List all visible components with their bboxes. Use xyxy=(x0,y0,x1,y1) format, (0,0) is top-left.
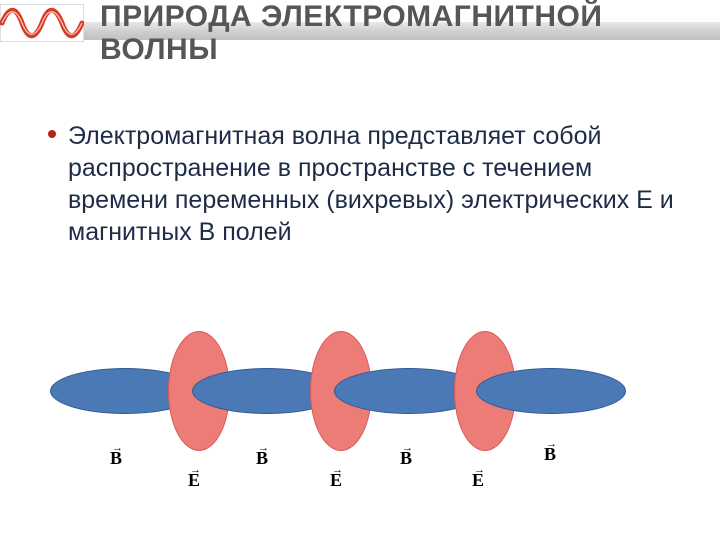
b-field-ellipse xyxy=(476,368,626,414)
e-vector-label-vector-arrow: → xyxy=(190,464,200,476)
bullet-text: Электромагнитная волна представляет собо… xyxy=(68,120,680,248)
b-vector-label-vector-arrow: → xyxy=(258,442,268,454)
e-vector-label-vector-arrow: → xyxy=(332,464,342,476)
slide-root: ПРИРОДА ЭЛЕКТРОМАГНИТНОЙ ВОЛНЫ Электрома… xyxy=(0,0,720,540)
b-vector-label: В→ xyxy=(110,448,122,469)
wave-icon xyxy=(0,4,84,42)
b-vector-label-vector-arrow: → xyxy=(112,442,122,454)
b-vector-label-vector-arrow: → xyxy=(402,442,412,454)
bullet-row: Электромагнитная волна представляет собо… xyxy=(48,120,680,248)
b-vector-label: В→ xyxy=(400,448,412,469)
e-vector-label: Е→ xyxy=(188,470,200,491)
bullet-dot xyxy=(48,130,56,138)
page-title: ПРИРОДА ЭЛЕКТРОМАГНИТНОЙ ВОЛНЫ xyxy=(100,0,720,66)
e-vector-label: Е→ xyxy=(472,470,484,491)
b-vector-label: В→ xyxy=(256,448,268,469)
e-vector-label: Е→ xyxy=(330,470,342,491)
b-vector-label: В→ xyxy=(544,444,556,465)
bullet-block: Электромагнитная волна представляет собо… xyxy=(48,120,680,248)
b-vector-label-vector-arrow: → xyxy=(546,438,556,450)
em-wave-diagram: В→ В→ В→ В→ Е→ Е→ Е→ xyxy=(40,330,680,510)
e-vector-label-vector-arrow: → xyxy=(474,464,484,476)
